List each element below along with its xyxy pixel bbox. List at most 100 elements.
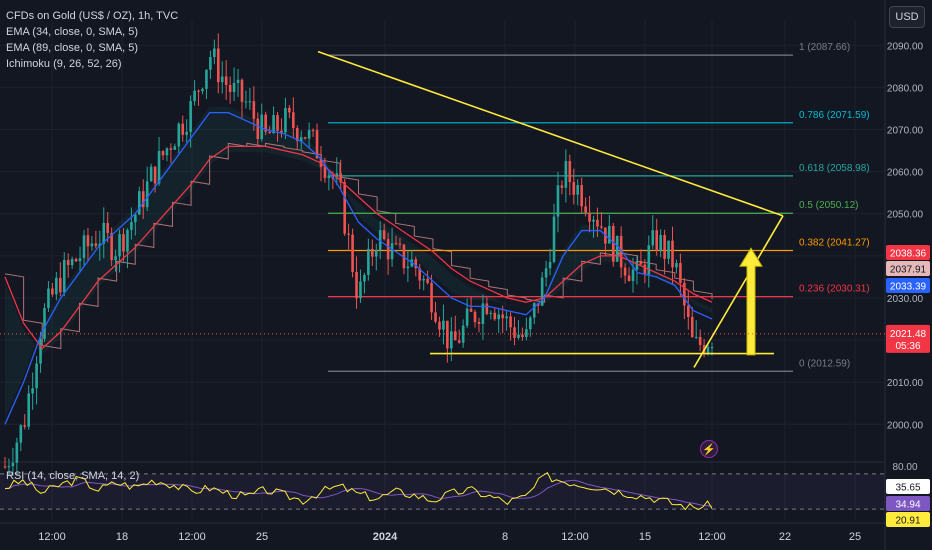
candle-body xyxy=(351,234,354,272)
candle-body xyxy=(232,82,236,92)
candle-body xyxy=(228,85,232,92)
candle-body xyxy=(675,263,678,268)
candle-body xyxy=(469,308,473,312)
candle-body xyxy=(55,277,58,295)
current-price-tag-bg xyxy=(886,324,930,353)
candle-body xyxy=(78,258,82,262)
candle-body xyxy=(532,303,536,318)
candle-body xyxy=(224,76,228,86)
rsi-tag-bg xyxy=(886,512,930,527)
candle-body xyxy=(596,219,599,227)
time-axis[interactable]: 12:00 18 12:00 25 2024 8 12:00 15 12:00 22 25 xyxy=(38,531,861,543)
currency-button[interactable]: USD xyxy=(889,6,925,28)
candle-body xyxy=(584,206,587,213)
candle-body xyxy=(181,123,185,135)
candle-body xyxy=(295,128,299,142)
price-tick-label: 2090.00 xyxy=(887,41,924,52)
candle-body xyxy=(710,347,714,349)
fib-level-label: 1 (2087.66) xyxy=(799,42,850,53)
ema89-legend[interactable]: EMA (89, close, 0, SMA, 5) xyxy=(6,42,139,54)
candle-body xyxy=(406,266,410,269)
lightning-icon[interactable]: ⚡ xyxy=(700,440,718,458)
candle-body xyxy=(378,230,382,251)
candle-body xyxy=(82,235,86,259)
candle-body xyxy=(540,277,544,306)
candle-body xyxy=(568,160,572,183)
ema34-legend[interactable]: EMA (34, close, 0, SMA, 5) xyxy=(6,26,139,38)
trend-drawings[interactable] xyxy=(0,50,885,368)
price-tick-label: 2070.00 xyxy=(887,126,924,137)
time-tick-label: 12:00 xyxy=(698,531,726,543)
candle-body xyxy=(130,222,133,230)
rsi-tick-label: 80.00 xyxy=(892,462,917,473)
candle-body xyxy=(359,281,362,299)
candle-body xyxy=(110,233,113,261)
candle-body xyxy=(165,148,169,156)
candle-body xyxy=(505,316,508,319)
candle-body xyxy=(647,245,651,275)
time-tick-label: 15 xyxy=(639,531,651,543)
candle-body xyxy=(367,248,370,275)
candle-body xyxy=(19,425,23,443)
price-tick-label: 2000.00 xyxy=(887,420,924,431)
candle-body xyxy=(205,69,208,89)
candle-body xyxy=(236,79,240,83)
ascending-trendline xyxy=(693,215,784,368)
fibonacci-retracement[interactable]: 1 (2087.66) 0.786 (2071.59) 0.618 (2058.98… xyxy=(328,42,870,372)
candle-body xyxy=(461,325,465,343)
candle-body xyxy=(307,130,311,139)
candle-body xyxy=(627,275,631,281)
price-tag-2033: 2033.39 xyxy=(890,282,927,293)
candle-body xyxy=(525,329,528,337)
countdown-tag: 05:36 xyxy=(895,341,920,352)
candle-body xyxy=(213,48,216,58)
candle-body xyxy=(615,235,619,262)
rsi-tag-bg xyxy=(886,496,930,511)
candle-body xyxy=(655,230,659,251)
symbol-title[interactable]: CFDs on Gold (US$ / OZ), 1h, TVC xyxy=(6,10,179,22)
rsi-tag: 35.65 xyxy=(895,483,920,494)
candle-body xyxy=(15,442,19,463)
candle-body xyxy=(134,214,137,223)
candle-body xyxy=(292,112,295,129)
price-tag-2037-bg xyxy=(886,261,930,276)
ichimoku-legend[interactable]: Ichimoku (9, 26, 52, 26) xyxy=(6,58,122,70)
candle-body xyxy=(126,229,129,252)
candle-body xyxy=(394,243,398,245)
price-tag-2038: 2038.36 xyxy=(890,249,927,260)
candle-body xyxy=(446,320,449,349)
rsi-legend[interactable]: RSI (14, close, SMA, 14, 2) xyxy=(6,470,140,482)
candle-body xyxy=(477,322,481,324)
candle-body xyxy=(347,233,350,235)
price-tag-2037: 2037.91 xyxy=(890,265,927,276)
candle-body xyxy=(173,146,177,150)
time-tick-label: 25 xyxy=(256,531,268,543)
time-tick-label: 8 xyxy=(502,531,508,543)
candle-body xyxy=(422,278,425,281)
candle-body xyxy=(272,115,275,134)
candle-body xyxy=(438,321,441,330)
candle-body xyxy=(374,250,378,257)
price-tick-label: 2080.00 xyxy=(887,83,924,94)
candle-body xyxy=(690,317,694,338)
candle-body xyxy=(157,151,161,184)
candle-body xyxy=(122,234,125,252)
candle-body xyxy=(687,305,690,318)
candle-body xyxy=(141,191,145,208)
candle-body xyxy=(94,243,98,247)
indicator-legend: CFDs on Gold (US$ / OZ), 1h, TVC EMA (34… xyxy=(6,8,178,72)
candle-body xyxy=(619,235,623,268)
candle-body xyxy=(608,225,611,244)
candle-body xyxy=(521,334,524,337)
candle-body xyxy=(552,216,556,263)
candle-body xyxy=(355,271,358,299)
candle-body xyxy=(426,278,429,283)
rsi-ma-line xyxy=(4,479,713,507)
price-candles xyxy=(3,33,714,477)
price-axis[interactable]: 2000.002010.002020.002030.002040.002050.… xyxy=(886,41,930,431)
candle-body xyxy=(70,258,74,266)
candle-body xyxy=(430,282,433,313)
candle-body xyxy=(442,320,445,330)
candle-body xyxy=(398,243,402,245)
